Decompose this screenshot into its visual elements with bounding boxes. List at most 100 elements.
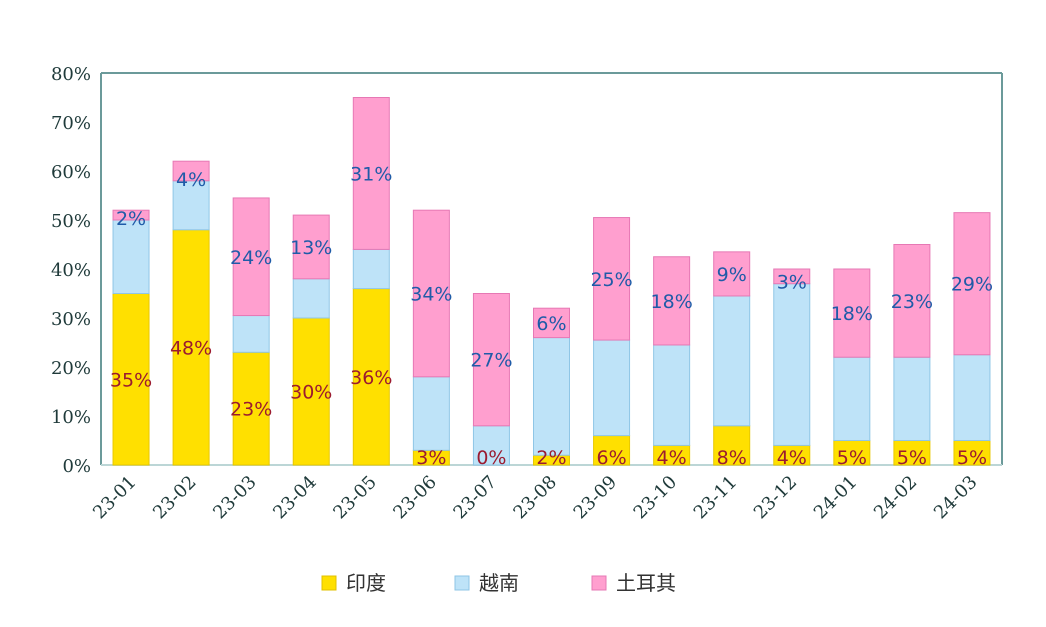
x-tick-label: 23-03 [209, 472, 261, 524]
x-tick-label: 23-01 [89, 472, 141, 524]
bar-segment-turkey-23-05 [352, 97, 390, 250]
data-label-india: 48% [170, 337, 212, 359]
bar-segment-vietnam-23-09 [593, 339, 631, 437]
data-label-turkey: 18% [651, 291, 693, 313]
bar-segment-turkey-23-01 [112, 209, 150, 221]
y-tick-label: 70% [51, 113, 91, 134]
bar-segment-india-24-02 [893, 440, 931, 466]
bar-segment-vietnam-23-03 [232, 315, 270, 353]
data-label-india: 36% [350, 367, 392, 389]
x-tick-label: 23-04 [269, 472, 321, 524]
bar-segment-turkey-24-01 [833, 268, 871, 358]
data-label-turkey: 24% [230, 247, 272, 269]
bar-segment-vietnam-23-01 [112, 219, 150, 294]
bar-segment-turkey-23-04 [292, 214, 330, 280]
x-tick-label: 23-10 [630, 472, 682, 524]
bar-segment-india-23-05 [352, 288, 390, 466]
data-label-turkey: 34% [410, 284, 452, 306]
y-tick-label: 20% [51, 358, 91, 379]
bar-segment-turkey-23-07 [472, 293, 510, 427]
data-label-india: 5% [957, 447, 987, 469]
bar-segment-vietnam-23-05 [352, 248, 390, 290]
legend-swatch-vietnam [454, 575, 470, 591]
data-label-turkey: 6% [536, 313, 566, 335]
x-tick-label: 23-12 [750, 472, 802, 524]
data-label-india: 5% [897, 447, 927, 469]
bar-segment-turkey-24-03 [953, 212, 991, 356]
bar-segment-turkey-23-02 [172, 160, 210, 182]
bar-segment-vietnam-23-08 [533, 337, 570, 456]
data-label-india: 8% [717, 447, 747, 469]
y-tick-label: 30% [51, 309, 91, 330]
bars [112, 97, 991, 466]
bar-segment-india-23-03 [232, 351, 270, 466]
legend-swatch-turkey [591, 575, 607, 591]
bar-segment-india-24-01 [833, 440, 871, 466]
x-tick-label: 24-01 [810, 472, 862, 524]
bar-segment-turkey-23-06 [412, 209, 450, 378]
bar-segment-vietnam-24-03 [953, 354, 991, 441]
bar-segment-turkey-23-11 [713, 251, 751, 297]
x-axis: 23-01 23-02 23-03 23-04 23-05 23-06 23-07 23-08… [89, 472, 981, 524]
bar-segment-turkey-23-12 [773, 268, 811, 285]
x-tick-label: 24-02 [870, 472, 922, 524]
data-label-turkey: 29% [951, 274, 993, 296]
bar-segment-vietnam-23-02 [172, 180, 210, 231]
data-label-india: 30% [290, 382, 332, 404]
data-label-turkey: 31% [350, 163, 392, 185]
data-label-india: 0% [476, 447, 506, 469]
bar-segment-india-23-01 [112, 293, 150, 466]
data-label-turkey: 13% [290, 237, 332, 259]
y-axis: 0% 10% 20% 30% 40% 50% 60% 70% 80% [51, 64, 91, 477]
x-tick-label: 23-09 [570, 472, 622, 524]
data-label-turkey: 9% [717, 264, 747, 286]
legend: 印度 越南 土耳其 [321, 571, 676, 595]
data-label-turkey: 18% [831, 303, 873, 325]
data-label-india: 3% [416, 447, 446, 469]
y-tick-label: 0% [62, 456, 91, 477]
x-tick-label: 23-06 [389, 472, 441, 524]
x-tick-label: 23-11 [690, 472, 742, 524]
bar-segment-india-23-02 [172, 229, 210, 466]
y-tick-label: 60% [51, 162, 91, 183]
y-tick-label: 50% [51, 211, 91, 232]
bar-segment-vietnam-23-04 [292, 278, 330, 319]
data-label-turkey: 25% [590, 269, 632, 291]
bar-segment-turkey-23-08 [533, 307, 570, 339]
x-tick-label: 23-07 [449, 472, 501, 524]
bar-segment-turkey-23-09 [593, 217, 631, 341]
bar-segment-vietnam-23-07 [472, 425, 510, 466]
bar-segment-vietnam-24-01 [833, 356, 871, 442]
data-label-turkey: 23% [891, 291, 933, 313]
y-tick-label: 10% [51, 407, 91, 428]
y-tick-label: 80% [51, 64, 91, 85]
x-tick-label: 23-05 [329, 472, 381, 524]
bar-segment-vietnam-23-11 [713, 295, 751, 427]
data-label-turkey: 3% [777, 272, 807, 294]
data-label-india: 5% [837, 447, 867, 469]
bar-segment-vietnam-24-02 [893, 356, 931, 442]
legend-label: 印度 [346, 571, 386, 595]
bar-segment-india-24-03 [953, 440, 991, 466]
data-label-turkey: 4% [176, 169, 206, 191]
data-label-india: 23% [230, 399, 272, 421]
legend-label: 土耳其 [616, 571, 676, 595]
data-label-india: 35% [110, 369, 152, 391]
x-tick-label: 23-02 [149, 472, 201, 524]
bar-segment-turkey-24-02 [893, 244, 931, 358]
data-label-turkey: 27% [470, 350, 512, 372]
legend-swatch-india [321, 575, 337, 591]
bar-segment-india-23-04 [292, 317, 330, 466]
bar-segment-india-23-11 [713, 425, 751, 466]
bar-segment-turkey-23-03 [232, 197, 270, 317]
x-tick-label: 23-08 [509, 472, 561, 524]
x-tick-label: 24-03 [930, 472, 982, 524]
data-label-turkey: 2% [116, 208, 146, 230]
data-label-india: 2% [536, 447, 566, 469]
bar-segment-vietnam-23-06 [412, 376, 450, 451]
data-labels: 35% 2% 48% 4% 23% 24% 30% 13% 36% 31% 3% 34% 0% 27% 2%… [110, 163, 993, 469]
bar-segment-turkey-23-10 [653, 256, 691, 346]
data-label-india: 6% [596, 447, 626, 469]
data-label-india: 4% [777, 447, 807, 469]
